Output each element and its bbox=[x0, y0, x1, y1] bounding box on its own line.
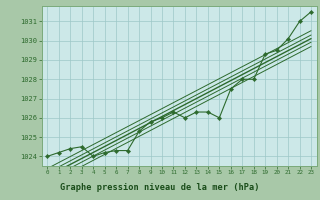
Text: Graphe pression niveau de la mer (hPa): Graphe pression niveau de la mer (hPa) bbox=[60, 184, 260, 192]
